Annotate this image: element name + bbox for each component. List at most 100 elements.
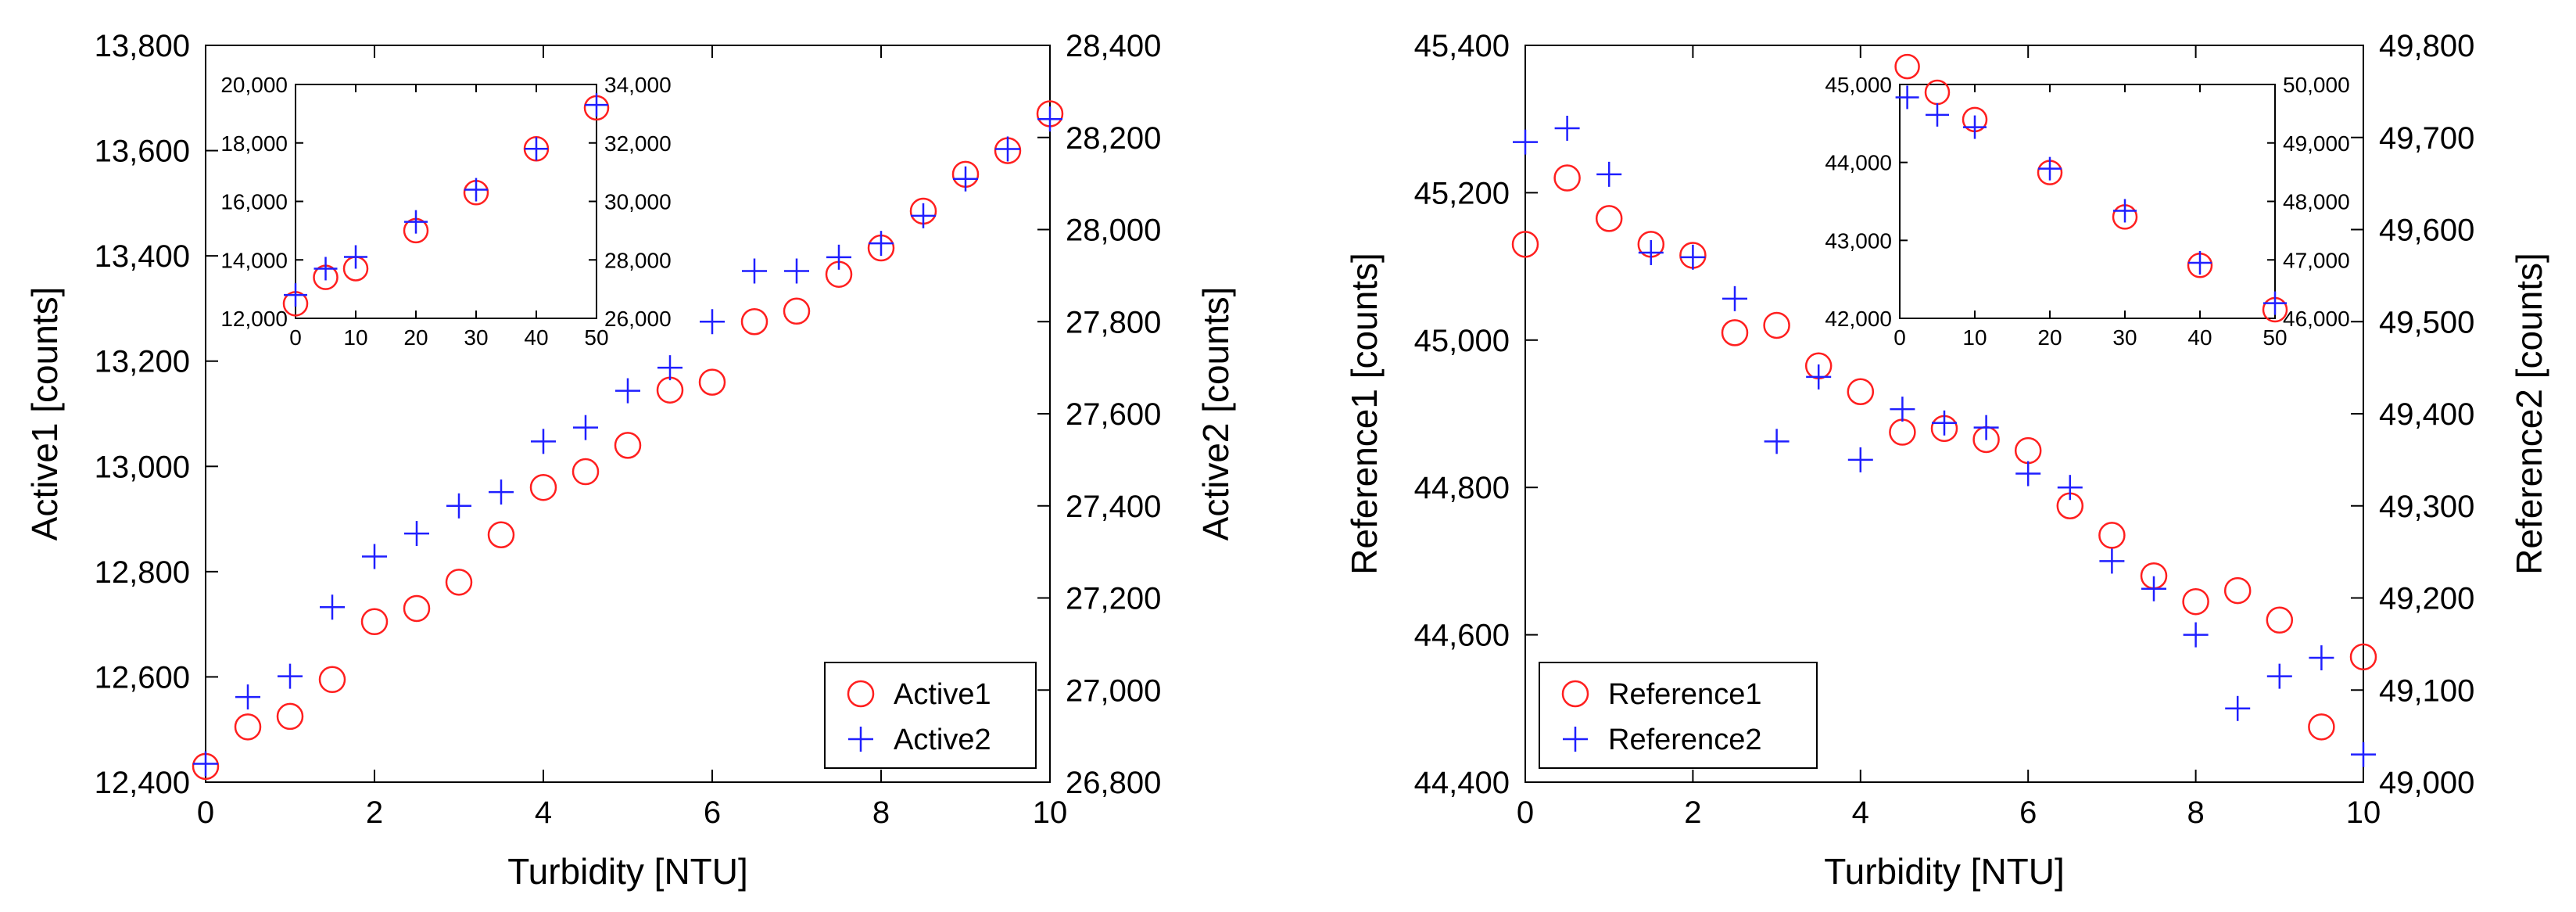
main-x-tick-label: 4 (535, 795, 552, 830)
main-y-right-tick-label: 49,300 (2379, 490, 2474, 524)
inset-x-tick-label: 50 (584, 325, 608, 350)
inset-point-reference2 (1895, 85, 1919, 110)
inset-y-left-tick-label: 42,000 (1825, 307, 1892, 331)
inset-y-left-tick-label: 20,000 (220, 73, 288, 97)
main-point-reference2 (1806, 364, 1832, 390)
main-y-right-tick-label: 28,000 (1066, 214, 1161, 248)
inset-y-right-tick-label: 49,000 (2283, 131, 2350, 156)
inset-point-active2 (585, 93, 608, 117)
main-point-active2 (700, 309, 725, 335)
main-y-left-tick-label: 45,000 (1414, 324, 1510, 358)
main-y-right-tick-label: 49,000 (2379, 766, 2474, 800)
main-point-active2 (995, 136, 1020, 162)
main-point-reference1 (2098, 522, 2126, 549)
main-x-tick-label: 10 (2346, 795, 2381, 830)
main-point-active2 (446, 493, 471, 519)
main-y-right-tick-label: 49,200 (2379, 582, 2474, 616)
main-point-active2 (235, 684, 260, 710)
main-point-reference1 (1595, 205, 1623, 232)
main-point-reference2 (1596, 161, 1622, 187)
main-x-tick-label: 10 (1033, 795, 1068, 830)
main-point-active2 (362, 544, 387, 569)
inset-series-reference2 (1895, 85, 2287, 315)
main-series-reference1 (1511, 164, 2377, 741)
inset-x-tick-label: 30 (464, 325, 488, 350)
main-point-reference2 (2266, 663, 2292, 689)
main-y-right-tick-label: 49,800 (2379, 29, 2474, 63)
main-y-left-tick-label: 44,600 (1414, 619, 1510, 653)
inset-y-right-tick-label: 34,000 (604, 73, 672, 97)
main-point-reference2 (2015, 461, 2041, 487)
inset-x-tick-label: 0 (289, 325, 302, 350)
main-point-reference1 (2014, 436, 2042, 465)
inset-y-right-tick-label: 32,000 (604, 131, 672, 156)
inset-y-left-tick-label: 12,000 (220, 307, 288, 331)
inset-point-active2 (284, 283, 307, 307)
main-point-reference2 (2099, 548, 2125, 574)
main-y-right-tick-label: 49,600 (2379, 214, 2474, 248)
main-point-active2 (911, 203, 936, 228)
main-x-tick-label: 6 (704, 795, 721, 830)
main-y-left-tick-label: 13,600 (95, 135, 190, 169)
inset-point-active2 (404, 210, 428, 234)
main-point-active1 (276, 702, 304, 731)
main-point-active1 (318, 666, 346, 694)
main-y-right-tick-label: 26,800 (1066, 766, 1161, 800)
inset-x-tick-label: 20 (403, 325, 428, 350)
inset-y-right-tick-label: 26,000 (604, 307, 672, 331)
inset-point-active2 (344, 245, 367, 269)
main-point-reference2 (1973, 415, 1999, 440)
main-point-active1 (571, 458, 600, 486)
inset-y-right-tick-label: 46,000 (2283, 307, 2350, 331)
legend-label-reference2: Reference2 (1608, 723, 1761, 756)
main-point-active1 (698, 368, 726, 396)
main-x-tick-label: 4 (1852, 795, 1869, 830)
main-point-active2 (742, 258, 767, 284)
main-x-tick-label: 0 (197, 795, 214, 830)
main-point-active1 (529, 473, 557, 501)
main-y-left-tick-label: 13,400 (95, 239, 190, 274)
inset-x-tick-label: 40 (2187, 325, 2212, 350)
main-x-tick-label: 0 (1517, 795, 1534, 830)
main-point-active1 (403, 594, 431, 623)
main-point-active2 (404, 521, 429, 547)
main-y-left-tick-label: 45,400 (1414, 29, 1510, 63)
inset-point-reference2 (2263, 291, 2287, 315)
main-point-active1 (656, 376, 684, 404)
main-y-left-tick-label: 44,800 (1414, 471, 1510, 505)
main-point-active2 (320, 594, 345, 620)
main-point-reference2 (1513, 129, 1538, 155)
x-axis-title: Turbidity [NTU] (1824, 851, 2065, 892)
main-point-active1 (445, 569, 473, 596)
main-y-right-tick-label: 49,500 (2379, 305, 2474, 339)
main-y-right-tick-label: 49,100 (2379, 673, 2474, 708)
main-point-active1 (487, 521, 515, 549)
main-y-left-tick-label: 45,200 (1414, 176, 1510, 210)
main-point-active2 (573, 415, 598, 440)
inset-y-left-tick-label: 18,000 (220, 131, 288, 156)
legend-marker-reference1 (1561, 680, 1589, 708)
main-point-active1 (783, 297, 811, 325)
main-x-tick-label: 8 (872, 795, 890, 830)
active-chart: 0 2 4 6 8 10 12,400 12,600 12,800 13,000 13,200 13,… (24, 29, 1236, 892)
main-point-active2 (657, 355, 683, 381)
inset-x-tick-label: 10 (1962, 325, 1987, 350)
inset-y-left-tick-label: 45,000 (1825, 73, 1892, 97)
main-point-active2 (1037, 106, 1062, 132)
y-left-axis-title: Reference1 [counts] (1344, 253, 1385, 575)
main-y-left-tick-label: 44,400 (1414, 766, 1510, 800)
legend-box (1539, 662, 1818, 769)
main-y-right-tick-label: 28,200 (1066, 121, 1161, 156)
inset-point-active2 (313, 257, 338, 281)
main-y-left-tick-label: 13,200 (95, 345, 190, 379)
main-y-right-tick-label: 27,000 (1066, 673, 1161, 708)
main-point-reference2 (1680, 244, 1706, 270)
y-right-axis-title: Active2 [counts] (1195, 287, 1236, 541)
main-series-active1 (192, 100, 1064, 781)
main-point-reference2 (2351, 741, 2376, 767)
main-y-right-tick-label: 27,600 (1066, 397, 1161, 432)
main-point-reference2 (1847, 447, 1873, 472)
main-point-active2 (953, 166, 978, 192)
main-y-right-tick-label: 27,800 (1066, 305, 1161, 339)
main-point-reference1 (1847, 378, 1875, 405)
